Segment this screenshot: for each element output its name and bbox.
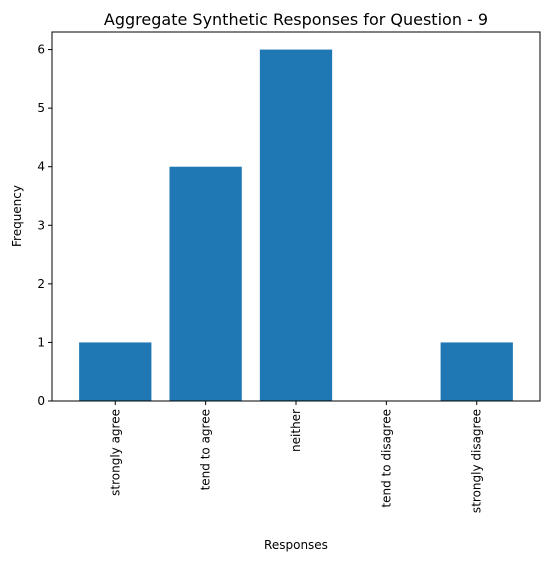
y-tick-label: 3 — [37, 218, 45, 232]
bars-group — [79, 49, 513, 401]
x-tick-label: strongly agree — [108, 409, 122, 496]
bar-strongly-agree — [79, 342, 152, 401]
x-axis: strongly agree tend to agree neither tend t… — [108, 401, 484, 513]
y-tick-label: 0 — [37, 394, 45, 408]
y-axis-label: Frequency — [10, 185, 24, 247]
bar-neither — [259, 49, 333, 401]
x-axis-label: Responses — [264, 538, 328, 552]
y-tick-label: 1 — [37, 335, 45, 349]
x-tick-label: tend to disagree — [379, 409, 393, 508]
x-tick-label: strongly disagree — [470, 409, 484, 513]
x-tick-label: neither — [289, 409, 303, 452]
y-tick-label: 6 — [37, 43, 45, 57]
y-axis: 0 1 2 3 4 5 6 — [37, 43, 52, 408]
chart-title: Aggregate Synthetic Responses for Questi… — [104, 10, 488, 29]
y-tick-label: 5 — [37, 101, 45, 115]
x-tick-label: tend to agree — [199, 409, 213, 490]
bar-strongly-disagree — [440, 342, 513, 401]
y-tick-label: 2 — [37, 277, 45, 291]
y-tick-label: 4 — [37, 160, 45, 174]
bar-tend-to-agree — [169, 166, 242, 401]
